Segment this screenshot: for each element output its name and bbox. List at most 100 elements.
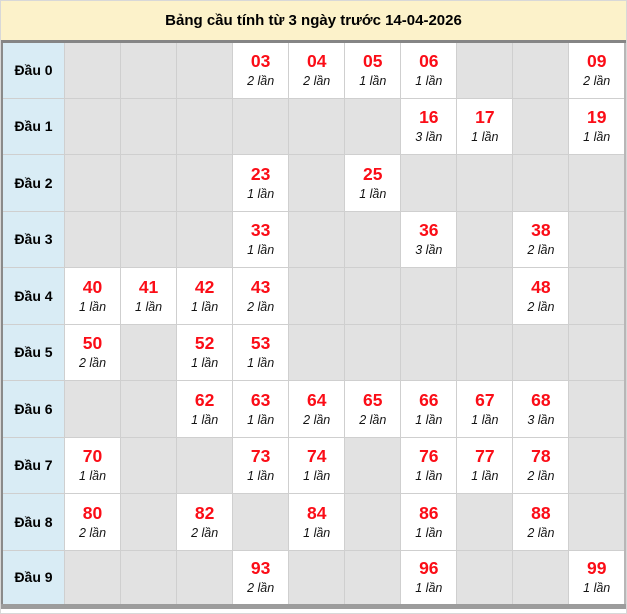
pair-cell-74: 74 1 lần [288, 436, 346, 494]
empty-cell [176, 97, 234, 155]
pair-cell-04: 04 2 lần [288, 41, 346, 99]
table-row: Đầu 1 16 3 lần 17 1 lần 19 1 lần [1, 97, 626, 155]
pair-cell-80: 80 2 lần [63, 493, 122, 551]
empty-cell [344, 493, 402, 551]
row-header-7: Đầu 7 [1, 436, 65, 494]
pair-count: 3 lần [415, 130, 443, 145]
pair-cell-52: 52 1 lần [176, 323, 234, 381]
pair-count: 1 lần [191, 299, 219, 314]
pair-number: 19 [586, 107, 607, 128]
empty-cell [288, 267, 346, 325]
pair-count: 1 lần [191, 412, 219, 427]
empty-cell [232, 493, 290, 551]
empty-cell [568, 493, 626, 551]
pair-cell-17: 17 1 lần [456, 97, 514, 155]
table-row: Đầu 4 40 1 lần 41 1 lần 42 1 lần 43 2 lần 48 2 lần [1, 267, 626, 325]
pair-count: 1 lần [135, 299, 163, 314]
empty-cell [456, 41, 514, 99]
pair-number: 50 [82, 333, 103, 354]
row-header-6: Đầu 6 [1, 380, 65, 438]
pair-count: 1 lần [247, 186, 275, 201]
empty-cell [176, 41, 234, 99]
pair-count: 1 lần [415, 412, 443, 427]
pair-count: 1 lần [78, 469, 107, 484]
table-row: Đầu 6 62 1 lần 63 1 lần 64 2 lần 65 2 lần 66 1 lần… [1, 380, 626, 438]
empty-cell [288, 210, 346, 268]
pair-number: 48 [531, 276, 551, 297]
empty-cell [400, 323, 458, 381]
pair-number: 41 [138, 276, 159, 297]
pair-count: 1 lần [415, 581, 443, 596]
table-row: Đầu 7 70 1 lần 73 1 lần 74 1 lần 76 1 lần 77 1 lần… [1, 436, 626, 494]
empty-cell [63, 380, 122, 438]
pair-cell-40: 40 1 lần [63, 267, 122, 325]
pair-cell-96: 96 1 lần [400, 549, 458, 607]
pair-cell-65: 65 2 lần [344, 380, 402, 438]
pair-cell-36: 36 3 lần [400, 210, 458, 268]
empty-cell [120, 323, 178, 381]
empty-cell [120, 41, 178, 99]
empty-cell [63, 549, 122, 607]
empty-cell [176, 210, 234, 268]
pair-cell-53: 53 1 lần [232, 323, 290, 381]
pair-cell-73: 73 1 lần [232, 436, 290, 494]
empty-cell [344, 97, 402, 155]
pair-cell-93: 93 2 lần [232, 549, 290, 607]
table-row: Đầu 3 33 1 lần 36 3 lần 38 2 lần [1, 210, 626, 268]
pair-count: 1 lần [247, 412, 275, 427]
pair-count: 2 lần [527, 243, 555, 258]
pair-count: 1 lần [583, 130, 611, 145]
pair-cell-62: 62 1 lần [176, 380, 234, 438]
pair-number: 53 [250, 333, 271, 354]
pair-number: 84 [306, 502, 327, 523]
empty-cell [232, 97, 290, 155]
pair-cell-67: 67 1 lần [456, 380, 514, 438]
pair-number: 78 [531, 446, 551, 467]
pair-count: 1 lần [471, 469, 499, 484]
table-row: Đầu 9 93 2 lần 96 1 lần 99 1 lần [1, 549, 626, 607]
pair-count: 3 lần [527, 412, 555, 427]
pair-count: 2 lần [583, 74, 611, 89]
empty-cell [344, 549, 402, 607]
pair-cell-06: 06 1 lần [400, 41, 458, 99]
empty-cell [512, 549, 570, 607]
pair-number: 43 [250, 276, 271, 297]
pair-cell-84: 84 1 lần [288, 493, 346, 551]
pair-number: 06 [419, 51, 439, 72]
pair-cell-33: 33 1 lần [232, 210, 290, 268]
empty-cell [120, 493, 178, 551]
pair-count: 2 lần [78, 356, 107, 371]
pair-number: 40 [82, 276, 103, 297]
pair-number: 86 [419, 502, 439, 523]
pair-number: 23 [250, 163, 271, 184]
grid-body: Đầu 0 03 2 lần 04 2 lần 05 1 lần 06 1 lần 09 2 lần… [1, 41, 626, 607]
empty-cell [120, 436, 178, 494]
pair-count: 1 lần [303, 469, 331, 484]
pair-count: 1 lần [415, 74, 443, 89]
empty-cell [568, 380, 626, 438]
pair-count: 1 lần [247, 243, 275, 258]
pair-number: 96 [419, 558, 439, 579]
empty-cell [288, 97, 346, 155]
empty-cell [568, 210, 626, 268]
pair-count: 1 lần [583, 581, 611, 596]
pair-count: 1 lần [415, 469, 443, 484]
pair-number: 52 [194, 333, 215, 354]
pair-count: 1 lần [191, 356, 219, 371]
empty-cell [456, 549, 514, 607]
pair-number: 93 [250, 558, 271, 579]
empty-cell [456, 323, 514, 381]
pair-cell-48: 48 2 lần [512, 267, 570, 325]
pair-number: 38 [531, 220, 551, 241]
empty-cell [176, 154, 234, 212]
empty-cell [344, 436, 402, 494]
pair-cell-82: 82 2 lần [176, 493, 234, 551]
row-header-8: Đầu 8 [1, 493, 65, 551]
pair-count: 2 lần [78, 525, 107, 540]
pair-cell-86: 86 1 lần [400, 493, 458, 551]
pair-count: 1 lần [471, 412, 499, 427]
empty-cell [400, 267, 458, 325]
pair-number: 99 [586, 558, 607, 579]
pair-cell-77: 77 1 lần [456, 436, 514, 494]
